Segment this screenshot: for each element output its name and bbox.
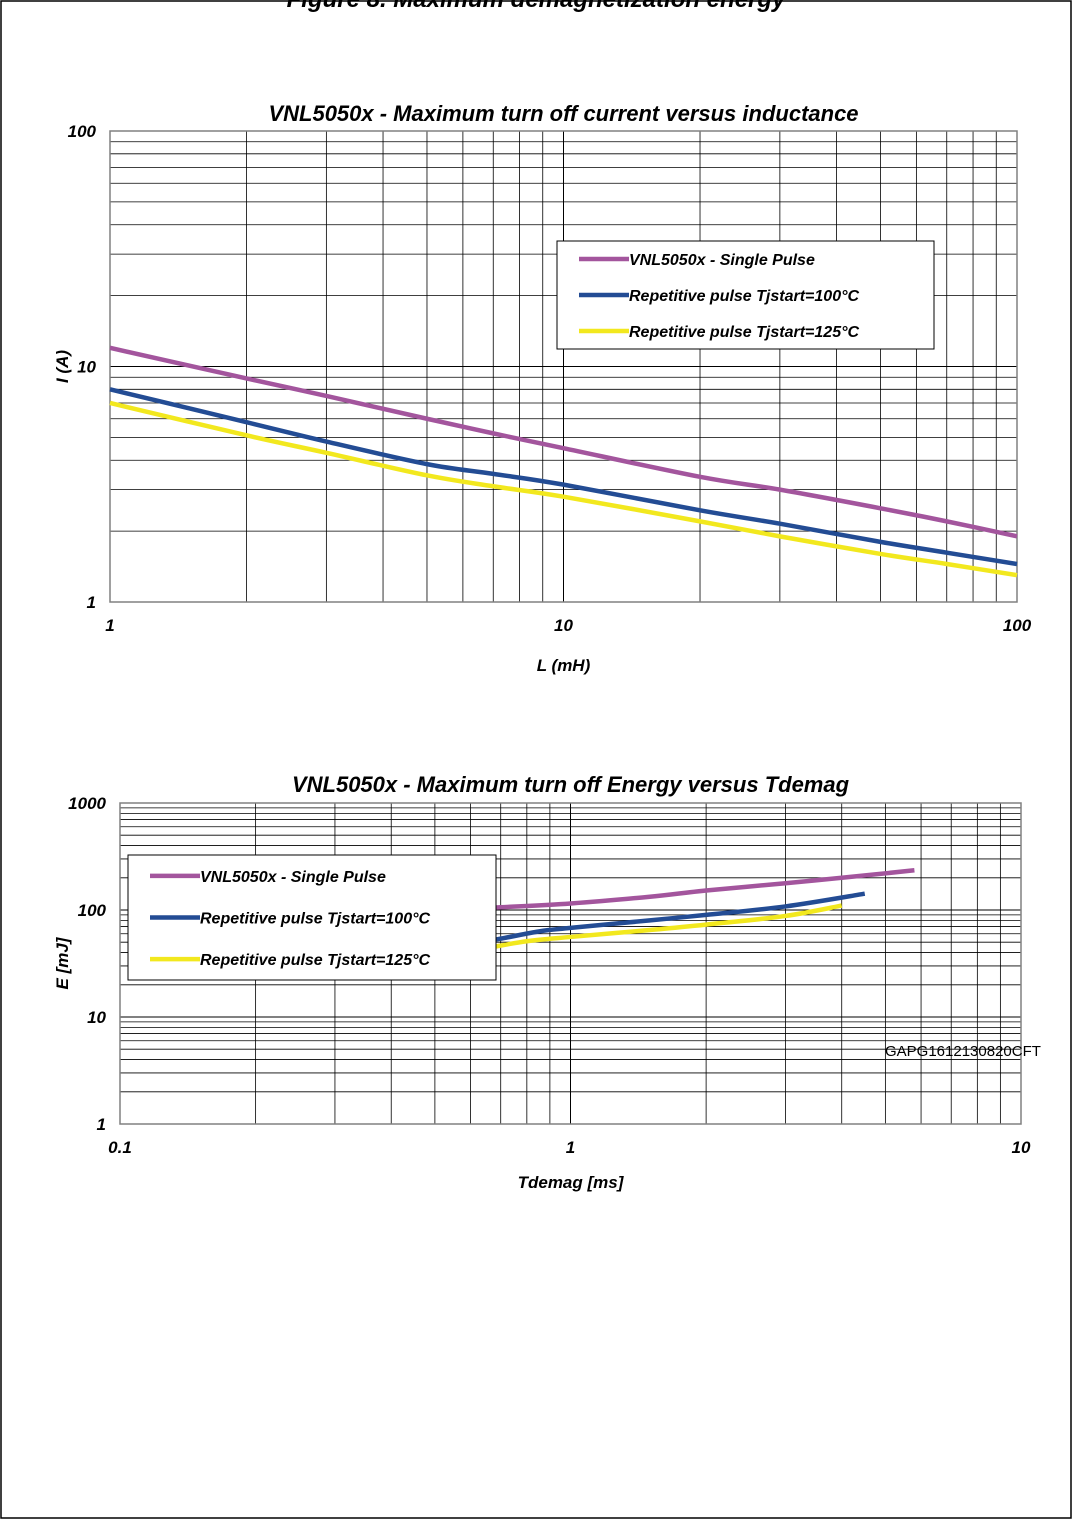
y-tick-label: 1000 [68, 794, 106, 813]
x-tick-label: 1 [566, 1138, 575, 1157]
chart2-title: VNL5050x - Maximum turn off Energy versu… [292, 772, 850, 797]
y-tick-label: 100 [68, 122, 97, 141]
chart1-tick-labels: 1 10 100 1 10 100 [68, 122, 1032, 635]
x-tick-label: 0.1 [108, 1138, 132, 1157]
legend-entry: VNL5050x - Single Pulse [629, 252, 815, 269]
figure-code: GAPG1612130820CFT [885, 1043, 1041, 1060]
series-line-3 [109, 400, 1018, 578]
legend-entry: Repetitive pulse Tjstart=125°C [200, 952, 430, 969]
legend-entry: Repetitive pulse Tjstart=100°C [629, 288, 859, 305]
chart1-title: VNL5050x - Maximum turn off current vers… [268, 101, 858, 126]
chart2-y-axis-label: E [mJ] [53, 936, 72, 989]
chart-energy-vs-tdemag: VNL5050x - Maximum turn off Energy versu… [53, 772, 1031, 1192]
y-tick-label: 10 [77, 358, 96, 377]
chart2-plot-area [119, 802, 1022, 1125]
legend-entry: Repetitive pulse Tjstart=125°C [629, 324, 859, 341]
series-line-2 [109, 387, 1018, 567]
figure-caption: Figure 8. Maximum demagnetization energy [0, 0, 1072, 14]
chart1-grid [110, 131, 1017, 602]
series-line-1 [109, 345, 1018, 539]
chart1-legend: VNL5050x - Single Pulse Repetitive pulse … [556, 240, 935, 350]
legend-entry: VNL5050x - Single Pulse [200, 869, 386, 886]
chart2-x-axis-label: Tdemag [ms] [518, 1173, 625, 1192]
chart1-plot-area [109, 130, 1018, 603]
x-tick-label: 100 [1003, 616, 1032, 635]
y-tick-label: 100 [78, 901, 107, 920]
chart2-legend: VNL5050x - Single Pulse Repetitive pulse … [127, 854, 497, 981]
chart-current-vs-inductance: VNL5050x - Maximum turn off current vers… [53, 101, 1032, 675]
x-tick-label: 10 [554, 616, 573, 635]
legend-entry: Repetitive pulse Tjstart=100°C [200, 911, 430, 928]
chart1-x-axis-label: L (mH) [537, 656, 591, 675]
y-tick-label: 10 [87, 1008, 106, 1027]
chart1-series [109, 345, 1018, 578]
chart1-y-axis-label: I (A) [53, 350, 72, 383]
y-tick-label: 1 [87, 593, 96, 612]
x-tick-label: 10 [1012, 1138, 1031, 1157]
y-tick-label: 1 [97, 1115, 106, 1134]
x-tick-label: 1 [105, 616, 114, 635]
